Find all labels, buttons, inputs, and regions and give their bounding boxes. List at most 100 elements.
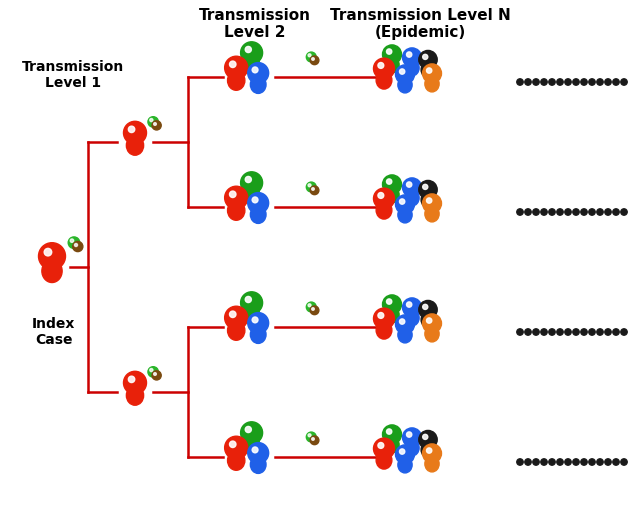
- Circle shape: [148, 367, 158, 377]
- Ellipse shape: [376, 71, 392, 89]
- Ellipse shape: [398, 327, 412, 343]
- Circle shape: [374, 438, 394, 459]
- Circle shape: [613, 459, 620, 465]
- Circle shape: [532, 79, 540, 85]
- Circle shape: [422, 304, 428, 309]
- Ellipse shape: [425, 326, 439, 342]
- Ellipse shape: [425, 456, 439, 472]
- Circle shape: [557, 209, 563, 215]
- Ellipse shape: [228, 451, 245, 470]
- Circle shape: [426, 448, 432, 453]
- Circle shape: [573, 459, 579, 465]
- Ellipse shape: [243, 306, 260, 324]
- Circle shape: [70, 239, 74, 242]
- Circle shape: [422, 54, 428, 60]
- Ellipse shape: [385, 187, 399, 203]
- Circle shape: [525, 329, 531, 335]
- Circle shape: [154, 123, 156, 125]
- Circle shape: [396, 195, 415, 214]
- Circle shape: [252, 317, 258, 323]
- Circle shape: [378, 313, 384, 318]
- Circle shape: [154, 373, 156, 375]
- Circle shape: [403, 428, 422, 447]
- Circle shape: [124, 121, 147, 144]
- Circle shape: [589, 79, 595, 85]
- Circle shape: [564, 209, 572, 215]
- Circle shape: [307, 182, 316, 192]
- Circle shape: [422, 444, 442, 463]
- Circle shape: [312, 308, 314, 310]
- Circle shape: [310, 186, 319, 194]
- Ellipse shape: [421, 192, 435, 208]
- Circle shape: [621, 329, 627, 335]
- Circle shape: [245, 177, 252, 182]
- Circle shape: [426, 68, 432, 73]
- Circle shape: [422, 64, 442, 83]
- Circle shape: [378, 63, 384, 69]
- Ellipse shape: [398, 77, 412, 93]
- Circle shape: [605, 459, 611, 465]
- Circle shape: [422, 194, 442, 213]
- Circle shape: [241, 172, 262, 194]
- Circle shape: [374, 58, 394, 79]
- Ellipse shape: [405, 190, 419, 206]
- Circle shape: [406, 432, 412, 437]
- Circle shape: [307, 432, 316, 442]
- Ellipse shape: [243, 435, 260, 454]
- Circle shape: [605, 329, 611, 335]
- Circle shape: [426, 198, 432, 203]
- Ellipse shape: [228, 201, 245, 220]
- Circle shape: [613, 209, 620, 215]
- Circle shape: [605, 209, 611, 215]
- Circle shape: [399, 199, 405, 204]
- Circle shape: [399, 319, 405, 324]
- Ellipse shape: [405, 310, 419, 326]
- Circle shape: [517, 329, 524, 335]
- Circle shape: [383, 175, 401, 194]
- Circle shape: [225, 436, 248, 460]
- Circle shape: [525, 209, 531, 215]
- Circle shape: [387, 179, 392, 184]
- Text: Transmission
Level 1: Transmission Level 1: [22, 60, 124, 90]
- Circle shape: [419, 431, 437, 449]
- Circle shape: [403, 178, 422, 197]
- Circle shape: [621, 459, 627, 465]
- Circle shape: [248, 443, 269, 463]
- Circle shape: [403, 48, 422, 67]
- Circle shape: [541, 209, 547, 215]
- Circle shape: [548, 79, 556, 85]
- Ellipse shape: [42, 260, 62, 282]
- Ellipse shape: [385, 57, 399, 73]
- Circle shape: [596, 209, 604, 215]
- Circle shape: [517, 209, 524, 215]
- Circle shape: [613, 329, 620, 335]
- Circle shape: [541, 329, 547, 335]
- Circle shape: [312, 438, 314, 440]
- Circle shape: [422, 184, 428, 189]
- Circle shape: [564, 329, 572, 335]
- Circle shape: [532, 329, 540, 335]
- Ellipse shape: [385, 307, 399, 323]
- Circle shape: [230, 61, 236, 67]
- Circle shape: [557, 459, 563, 465]
- Circle shape: [541, 79, 547, 85]
- Circle shape: [573, 329, 579, 335]
- Circle shape: [248, 192, 269, 213]
- Ellipse shape: [398, 207, 412, 223]
- Circle shape: [129, 376, 135, 383]
- Circle shape: [74, 243, 77, 247]
- Circle shape: [613, 79, 620, 85]
- Ellipse shape: [126, 135, 143, 155]
- Circle shape: [422, 314, 442, 333]
- Circle shape: [124, 372, 147, 394]
- Circle shape: [312, 57, 314, 60]
- Circle shape: [44, 248, 52, 256]
- Ellipse shape: [405, 440, 419, 456]
- Ellipse shape: [243, 55, 260, 74]
- Circle shape: [605, 79, 611, 85]
- Circle shape: [525, 459, 531, 465]
- Circle shape: [245, 46, 252, 53]
- Circle shape: [252, 197, 258, 203]
- Circle shape: [252, 447, 258, 453]
- Circle shape: [248, 63, 269, 83]
